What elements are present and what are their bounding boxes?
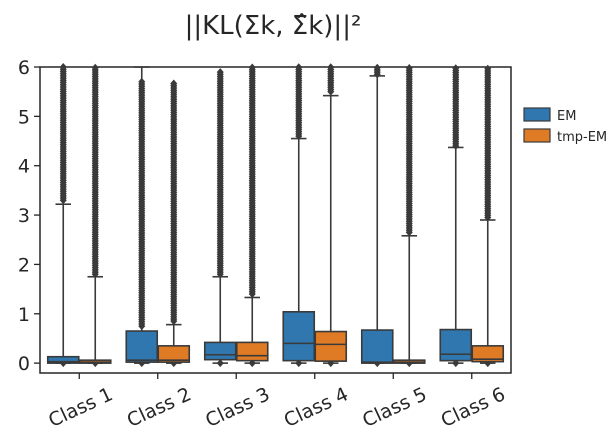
outlier-point [248,63,256,72]
box-iqr [439,328,473,362]
box-group-tmp-em [157,79,191,368]
box-iqr [46,355,80,364]
box-group-tmp-em [78,63,112,368]
outlier-point [405,63,413,72]
chart-title: ||KL(Σk, Σ̂k)||² [185,11,362,41]
y-tick-label: 6 [18,57,30,79]
x-tick-label: Class 2 [124,383,195,432]
box-group-em [439,64,473,368]
y-tick-label: 0 [18,353,30,375]
y-tick-label: 3 [18,205,30,227]
box-group-em [46,63,80,368]
plot-frame [39,66,512,374]
outlier-point [295,63,303,72]
box-group-tmp-em [392,63,426,368]
box-group-tmp-em [235,63,269,368]
y-tick-label: 4 [18,156,30,178]
box-group-em [282,63,316,368]
box-iqr [314,330,348,362]
box-group-em [203,68,237,368]
box-iqr [282,310,316,362]
box-iqr [235,341,269,362]
legend-swatch-tmp-em [523,128,551,143]
outlier-point [373,63,381,72]
y-tick-label: 5 [18,106,30,128]
box-group-em [125,66,159,368]
legend-label-em: EM [557,109,576,124]
x-tick-label: Class 5 [359,383,430,432]
x-tick-label: Class 1 [45,383,116,432]
y-tick-label: 1 [18,304,30,326]
outlier-point [59,63,67,71]
outlier-point [452,64,460,73]
box-iqr [203,341,237,361]
legend-swatch-em [523,107,551,122]
box-iqr [157,345,191,363]
legend: EM tmp-EM [523,107,607,145]
box-iqr [360,329,394,364]
box-iqr [125,330,159,363]
box-iqr [471,345,505,363]
outlier-point [327,63,335,72]
box-group-tmp-em [471,64,505,368]
outlier-point [170,79,178,88]
y-tick-label: 2 [18,254,30,276]
x-tick-label: Class 4 [281,383,352,432]
x-tick-label: Class 3 [202,383,273,432]
x-tick-label: Class 6 [438,383,509,432]
outlier-point [216,68,224,77]
box-group-em [360,63,394,368]
outlier-point [91,63,99,72]
box-group-tmp-em [314,63,348,368]
legend-label-tmp-em: tmp-EM [557,130,607,145]
outlier-point [484,64,492,73]
